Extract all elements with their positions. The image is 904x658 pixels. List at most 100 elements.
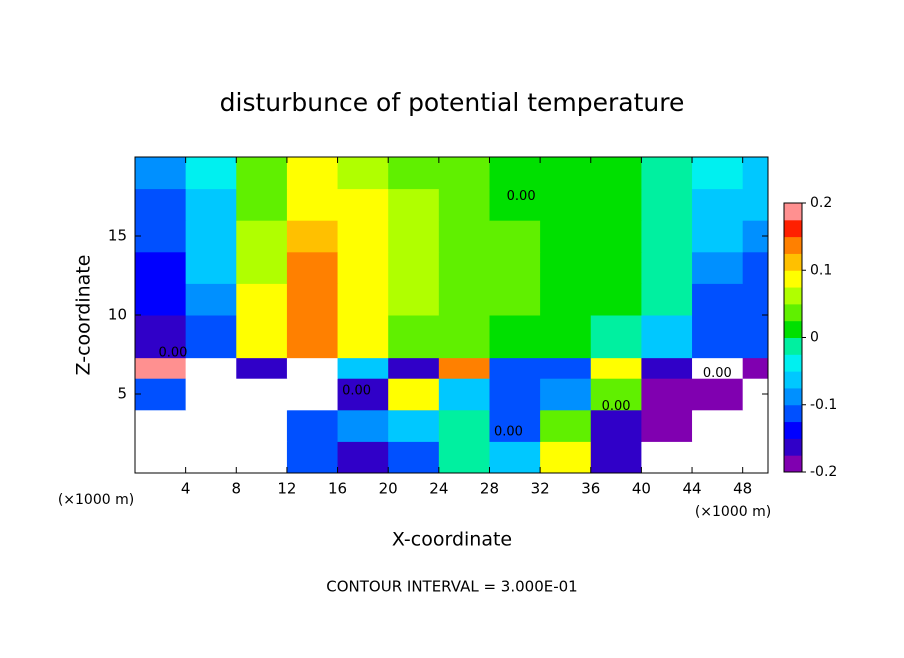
cell (236, 357, 288, 379)
colorbar-band (784, 236, 802, 254)
y-tick-label: 10 (108, 306, 127, 324)
cell (641, 357, 693, 379)
x-axis-label: X-coordinate (392, 529, 512, 551)
cell (337, 315, 389, 359)
x-tick-label: 16 (328, 480, 347, 498)
cell (135, 409, 187, 442)
y-axis-label: Z-coordinate (73, 255, 95, 376)
cell (692, 188, 744, 221)
cell (489, 378, 541, 411)
cell (286, 251, 339, 284)
colorbar-band (784, 404, 802, 423)
cell (438, 220, 490, 253)
cell (590, 220, 642, 253)
colorbar-band (784, 203, 802, 221)
cell (641, 220, 693, 253)
cell (692, 441, 744, 474)
cell (286, 357, 339, 379)
cell (590, 283, 642, 316)
cell (692, 315, 744, 359)
cell (641, 157, 693, 190)
cell (135, 441, 187, 474)
cell (489, 409, 541, 442)
cell (185, 315, 237, 359)
cell (540, 378, 592, 411)
cell (742, 441, 769, 474)
cell (236, 188, 288, 221)
cell (185, 409, 237, 442)
cell (590, 441, 642, 474)
cell (286, 283, 339, 316)
cell (590, 188, 642, 221)
cell (489, 157, 541, 190)
cell (337, 251, 389, 284)
cell (742, 315, 769, 359)
cell (236, 283, 288, 316)
cell (540, 220, 592, 253)
cell (337, 157, 389, 190)
cell (135, 188, 187, 221)
cell (590, 315, 642, 359)
cell (692, 220, 744, 253)
contour-label: 0.00 (602, 399, 631, 414)
contour-label: 0.00 (342, 383, 371, 398)
cell (540, 251, 592, 284)
cell (641, 409, 693, 442)
cell (388, 220, 440, 253)
cell (438, 157, 490, 190)
colorbar-band (784, 270, 802, 288)
cell (438, 409, 490, 442)
cell (337, 409, 389, 442)
cell (185, 188, 237, 221)
colorbar-band (784, 421, 802, 439)
cell (337, 220, 389, 253)
cell (388, 357, 440, 379)
x-unit: (×1000 m) (58, 492, 134, 508)
cell (641, 251, 693, 284)
x-unit: (×1000 m) (695, 504, 771, 520)
cell (489, 315, 541, 359)
cell (590, 357, 642, 379)
cell (489, 251, 541, 284)
cell (286, 315, 339, 359)
cell (185, 157, 237, 190)
cell (742, 283, 769, 316)
cell (641, 283, 693, 316)
x-tick-label: 40 (632, 480, 651, 498)
colorbar-band (784, 287, 802, 305)
cell (135, 357, 187, 379)
cell (236, 378, 288, 411)
cell (236, 409, 288, 442)
contour-label: 0.00 (494, 424, 523, 439)
x-tick-label: 24 (429, 480, 448, 498)
cell (641, 315, 693, 359)
cell (388, 409, 440, 442)
cell (742, 157, 769, 190)
cell (489, 188, 541, 221)
cell (641, 188, 693, 221)
cell (236, 157, 288, 190)
cell (742, 188, 769, 221)
colorbar-tick-label: 0 (810, 330, 819, 346)
cell (388, 283, 440, 316)
cell (337, 441, 389, 474)
cell (135, 220, 187, 253)
cell (692, 157, 744, 190)
cell (742, 409, 769, 442)
cell (286, 157, 339, 190)
cell (540, 441, 592, 474)
footer: CONTOUR INTERVAL = 3.000E-01 (326, 578, 577, 596)
cell (388, 251, 440, 284)
cell (337, 357, 389, 379)
contour-label: 0.00 (159, 345, 188, 360)
cell (135, 378, 187, 411)
cell (135, 283, 187, 316)
cell (540, 357, 592, 379)
cell (540, 409, 592, 442)
cell (438, 188, 490, 221)
cell (236, 315, 288, 359)
cell (236, 251, 288, 284)
cell (185, 220, 237, 253)
cell (185, 283, 237, 316)
